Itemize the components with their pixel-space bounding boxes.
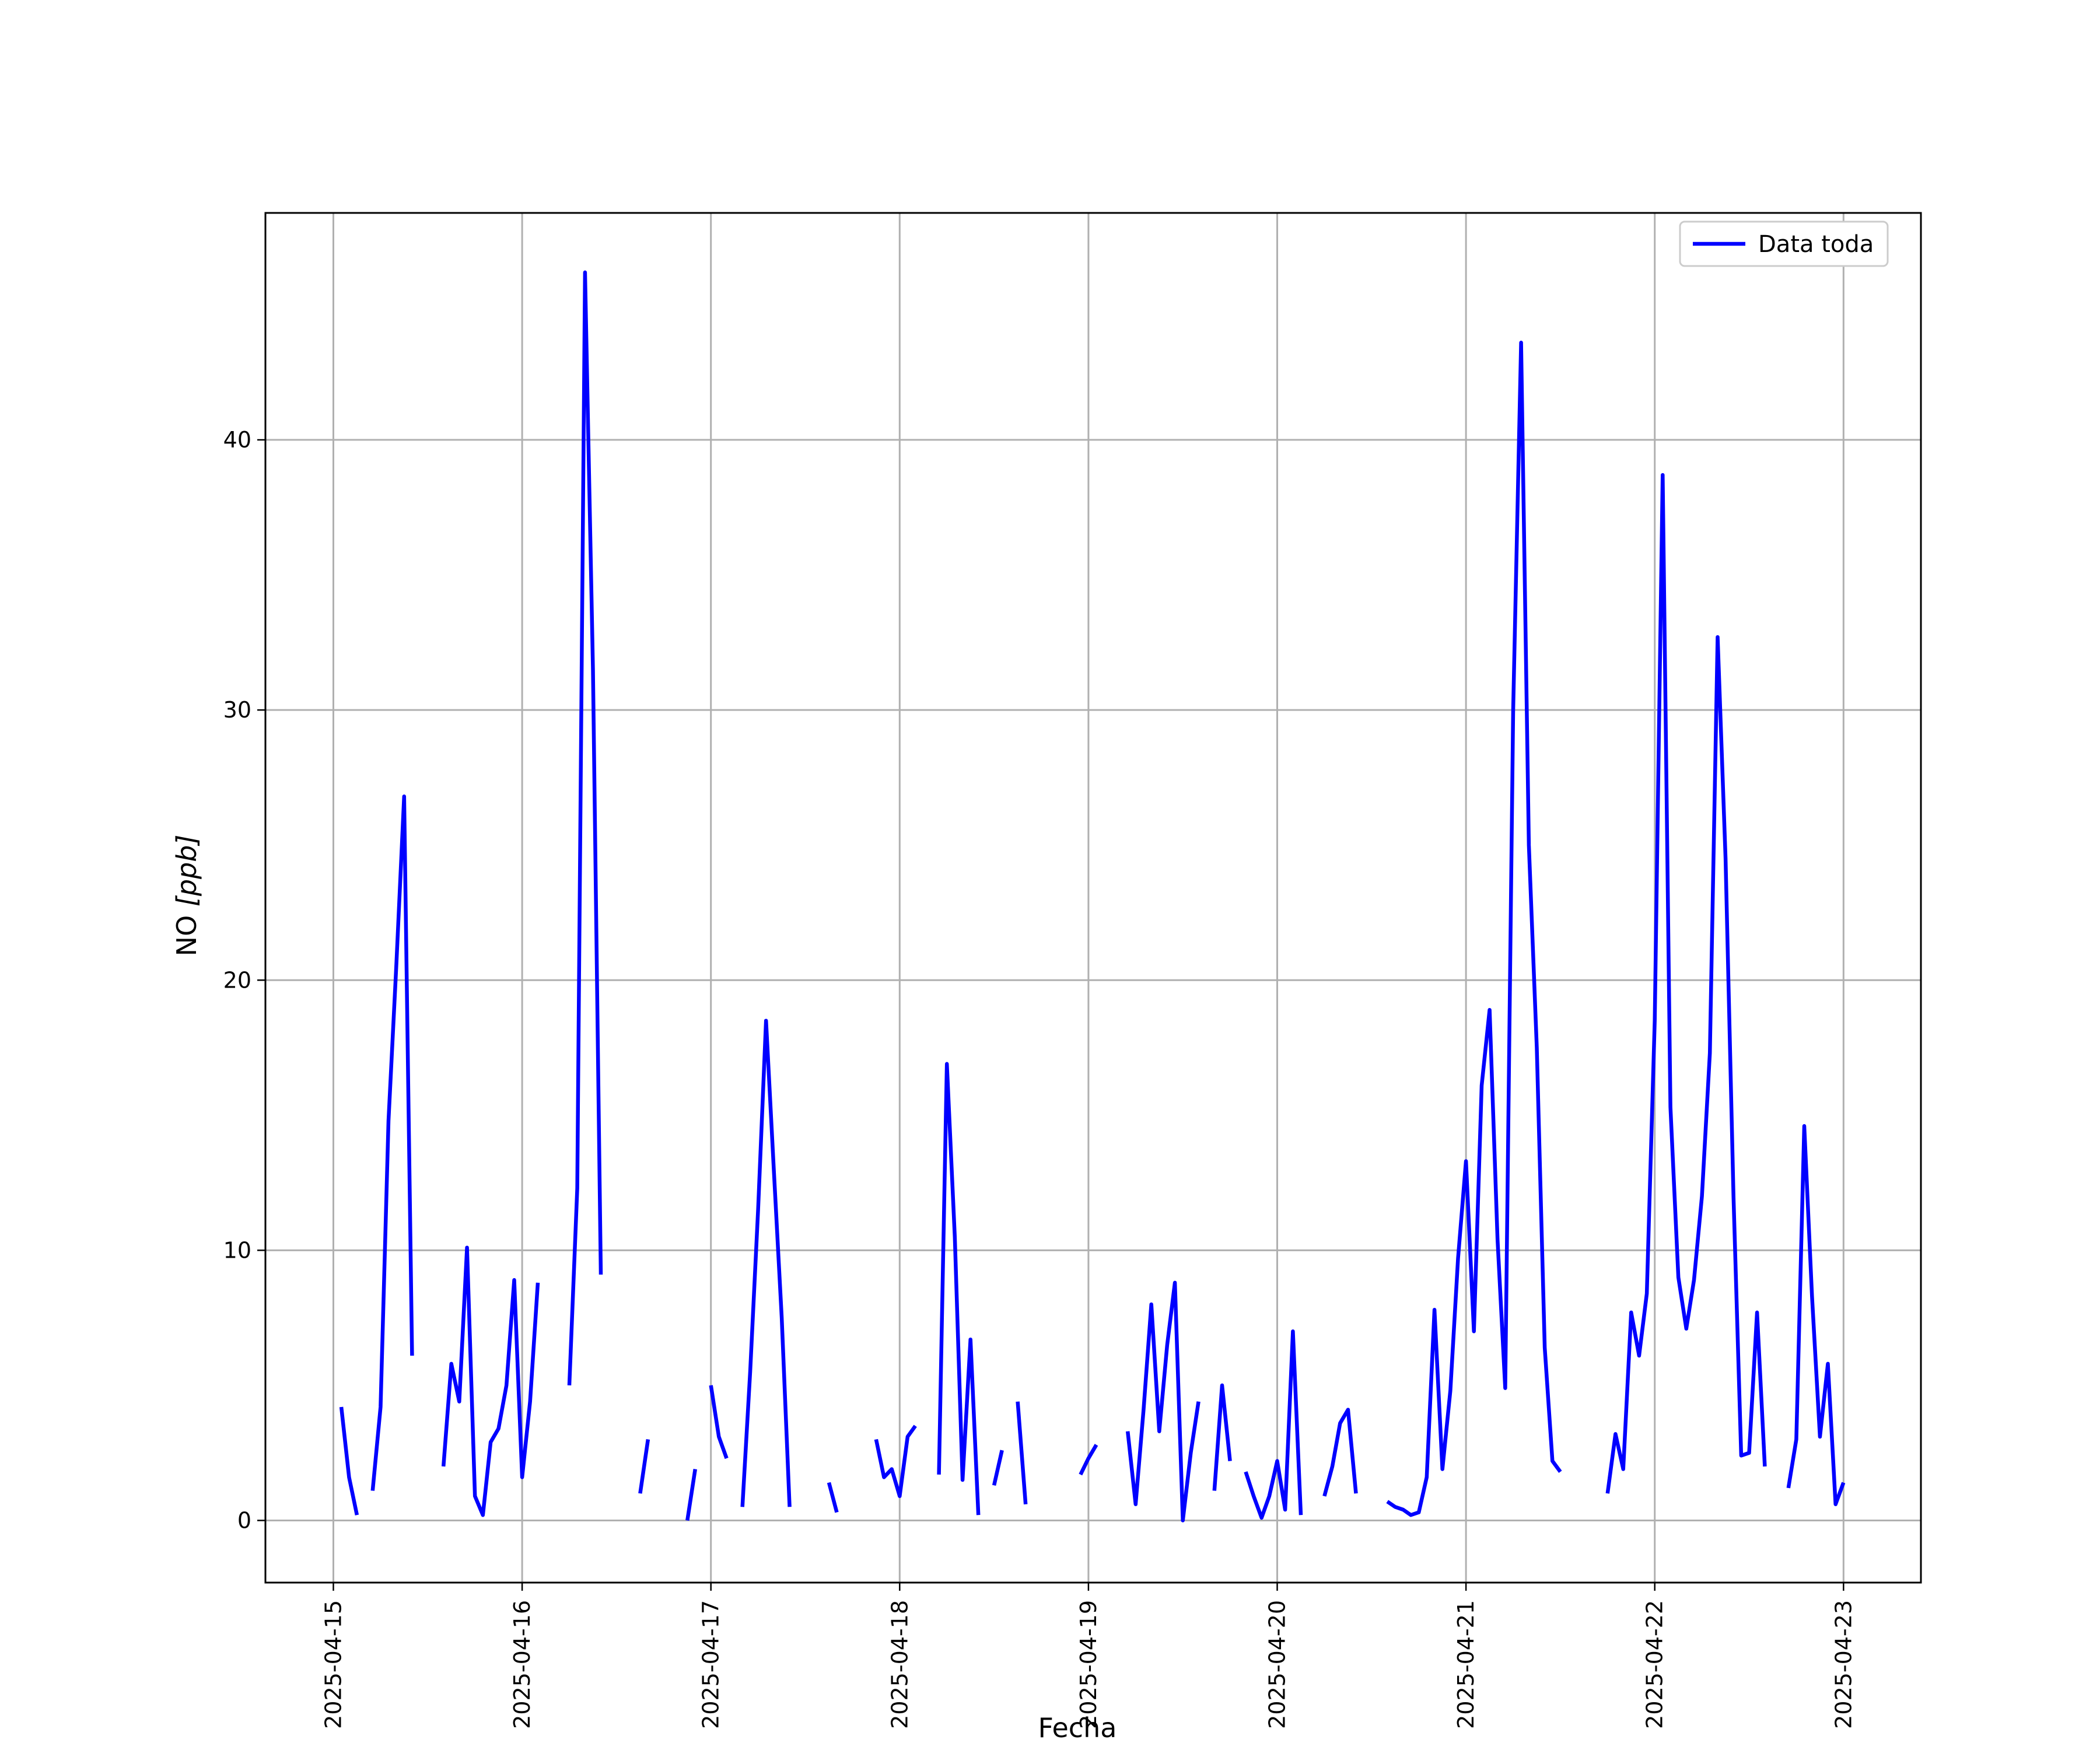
series-data-toda xyxy=(339,270,1846,1522)
series-line-segment xyxy=(937,1062,981,1516)
y-axis-label: NO [ppb] xyxy=(171,835,202,957)
series-line-segment xyxy=(685,1469,698,1521)
series-line-segment xyxy=(1244,1329,1303,1520)
series-line-segment xyxy=(740,1019,792,1507)
series-line-segment xyxy=(339,1406,359,1516)
series-line-segment xyxy=(992,1450,1004,1486)
grid-lines xyxy=(265,213,1921,1583)
y-axis-label-unit: [ppb] xyxy=(171,835,202,907)
y-tick-label: 40 xyxy=(223,427,251,453)
series-line-segment xyxy=(1079,1444,1098,1476)
series-line-segment xyxy=(1016,1401,1028,1504)
legend: Data toda xyxy=(1679,220,1889,267)
x-tick-label: 2025-04-16 xyxy=(509,1600,535,1729)
x-tick-label: 2025-04-23 xyxy=(1831,1600,1856,1729)
series-line-segment xyxy=(1322,1408,1358,1497)
series-line-segment xyxy=(370,794,414,1491)
series-line-segment xyxy=(1605,473,1767,1494)
series-line-segment xyxy=(638,1439,650,1494)
x-tick-label: 2025-04-20 xyxy=(1265,1600,1290,1729)
y-tick-label: 30 xyxy=(223,697,251,723)
series-line-segment xyxy=(1212,1383,1232,1491)
x-tick-label: 2025-04-22 xyxy=(1642,1600,1668,1729)
y-axis-label-quantity: NO xyxy=(171,907,202,956)
x-tick-label: 2025-04-19 xyxy=(1076,1600,1101,1729)
series-line-segment xyxy=(441,1245,540,1517)
axis-ticks: 2025-04-15 2025-04-16 2025-04-17 2025-04-18… xyxy=(223,427,1857,1729)
x-tick-label: 2025-04-17 xyxy=(698,1600,724,1729)
series-line-segment xyxy=(827,1482,839,1513)
legend-box xyxy=(1679,220,1889,267)
series-line-segment xyxy=(874,1424,917,1499)
legend-label-data-toda: Data toda xyxy=(1758,231,1874,258)
y-tick-label: 10 xyxy=(223,1237,251,1263)
series-line-segment xyxy=(567,270,603,1386)
y-tick-label: 0 xyxy=(237,1507,251,1533)
x-tick-label: 2025-04-21 xyxy=(1453,1600,1479,1729)
plot-area-frame xyxy=(264,212,1922,1584)
series-line-segment xyxy=(1125,1280,1200,1522)
series-line-segment xyxy=(709,1385,729,1460)
series-line-segment xyxy=(1386,341,1562,1517)
x-axis-label: Fecha xyxy=(1038,1712,1117,1744)
x-tick-label: 2025-04-15 xyxy=(320,1600,346,1729)
y-tick-label: 20 xyxy=(223,967,251,993)
series-line-segment xyxy=(1786,1124,1846,1506)
x-tick-label: 2025-04-18 xyxy=(887,1600,912,1729)
